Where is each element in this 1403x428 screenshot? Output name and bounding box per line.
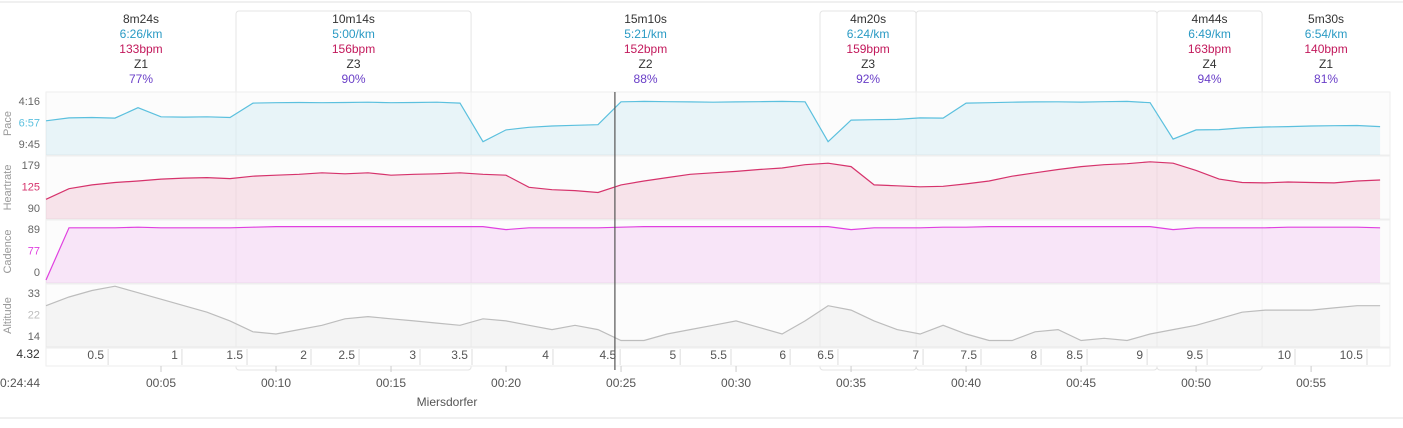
- segment-pace: 6:24/km: [847, 27, 890, 41]
- x-tick-label: 00:30: [721, 376, 751, 390]
- segment-duration: 15m10s: [624, 12, 667, 26]
- segment-effort: 94%: [1198, 72, 1222, 86]
- distance-label: 2: [300, 348, 307, 362]
- distance-label: 9.5: [1186, 348, 1203, 362]
- panel-background: [45, 155, 1391, 220]
- panel-title: Altitude: [2, 297, 14, 334]
- cursor-time: 0:24:44: [0, 376, 40, 390]
- stat-label: 125: [22, 181, 40, 193]
- distance-label: 4: [542, 348, 549, 362]
- segment-effort: 77%: [129, 72, 153, 86]
- area-fill: [46, 286, 1381, 347]
- distance-label: 10: [1278, 348, 1292, 362]
- distance-label: 8: [1030, 348, 1037, 362]
- distance-axis-bg: [45, 347, 1391, 367]
- panel-background: [45, 219, 1391, 284]
- stat-label: 179: [22, 160, 40, 172]
- segment-pace: 6:49/km: [1188, 27, 1231, 41]
- cursor-distance: 4.32: [16, 347, 40, 361]
- segment-zone: Z3: [347, 57, 361, 71]
- distance-label: 7: [912, 348, 919, 362]
- segment-pace: 6:26/km: [120, 27, 163, 41]
- panel-title: Heartrate: [2, 165, 14, 211]
- panel-title: Pace: [2, 111, 14, 136]
- area-fill: [46, 226, 1381, 283]
- segment-heartrate: 156bpm: [332, 42, 375, 56]
- x-tick-label: 00:55: [1296, 376, 1326, 390]
- segment-effort: 88%: [634, 72, 658, 86]
- distance-label: 9: [1136, 348, 1143, 362]
- x-tick-label: 00:50: [1181, 376, 1211, 390]
- distance-label: 10.5: [1340, 348, 1364, 362]
- series-line: [45, 161, 1381, 200]
- distance-label: 2.5: [338, 348, 355, 362]
- segment-pace: 5:00/km: [332, 27, 375, 41]
- segment-effort: 81%: [1314, 72, 1338, 86]
- segment-heartrate: 140bpm: [1304, 42, 1347, 56]
- panel-background: [45, 283, 1391, 348]
- segment-heartrate: 159bpm: [846, 42, 889, 56]
- segment-duration: 5m30s: [1308, 12, 1344, 26]
- segment-duration: 10m14s: [332, 12, 375, 26]
- segment-duration: 4m20s: [850, 12, 886, 26]
- series-line: [45, 100, 1381, 143]
- segment-zone: Z1: [1319, 57, 1333, 71]
- segment-zone: Z2: [639, 57, 653, 71]
- series-line: [45, 226, 1381, 281]
- stat-label: 9:45: [19, 139, 40, 151]
- stat-label: 89: [28, 224, 40, 236]
- x-tick-label: 00:20: [491, 376, 521, 390]
- segment-pace: 6:54/km: [1305, 27, 1348, 41]
- distance-label: 0.5: [87, 348, 104, 362]
- x-tick-label: 00:45: [1066, 376, 1096, 390]
- segment-duration: 8m24s: [123, 12, 159, 26]
- stat-label: 14: [28, 331, 40, 343]
- area-fill: [46, 101, 1381, 155]
- location-label: Miersdorfer: [417, 395, 478, 409]
- distance-label: 1.5: [226, 348, 243, 362]
- stat-label: 22: [28, 309, 40, 321]
- x-tick-label: 00:35: [836, 376, 866, 390]
- distance-label: 6: [779, 348, 786, 362]
- distance-label: 3.5: [451, 348, 468, 362]
- segment-effort: 90%: [342, 72, 366, 86]
- distance-label: 1: [171, 348, 178, 362]
- stat-label: 6:57: [19, 117, 40, 129]
- segment-zone: Z1: [134, 57, 148, 71]
- segment-heartrate: 163bpm: [1188, 42, 1231, 56]
- distance-label: 3: [409, 348, 416, 362]
- distance-label: 8.5: [1066, 348, 1083, 362]
- series-line: [45, 285, 1381, 342]
- distance-label: 5: [669, 348, 676, 362]
- x-tick-label: 00:40: [951, 376, 981, 390]
- segment-heartrate: 152bpm: [624, 42, 667, 56]
- stat-label: 90: [28, 203, 40, 215]
- distance-label: 5.5: [710, 348, 727, 362]
- x-tick-label: 00:25: [606, 376, 636, 390]
- segment-heartrate: 133bpm: [119, 42, 162, 56]
- stat-label: 77: [28, 245, 40, 257]
- distance-label: 6.5: [817, 348, 834, 362]
- stat-label: 4:16: [19, 96, 40, 108]
- stat-label: 33: [28, 288, 40, 300]
- x-tick-label: 00:10: [261, 376, 291, 390]
- segment-pace: 5:21/km: [624, 27, 667, 41]
- segment-duration: 4m44s: [1192, 12, 1228, 26]
- x-tick-label: 00:05: [146, 376, 176, 390]
- segment-zone: Z3: [861, 57, 875, 71]
- distance-label: 4.5: [599, 348, 616, 362]
- stat-label: 0: [34, 267, 40, 279]
- panel-title: Cadence: [2, 229, 14, 273]
- segment-zone: Z4: [1203, 57, 1217, 71]
- area-fill: [46, 161, 1381, 219]
- distance-label: 7.5: [960, 348, 977, 362]
- segment-effort: 92%: [856, 72, 880, 86]
- x-tick-label: 00:15: [376, 376, 406, 390]
